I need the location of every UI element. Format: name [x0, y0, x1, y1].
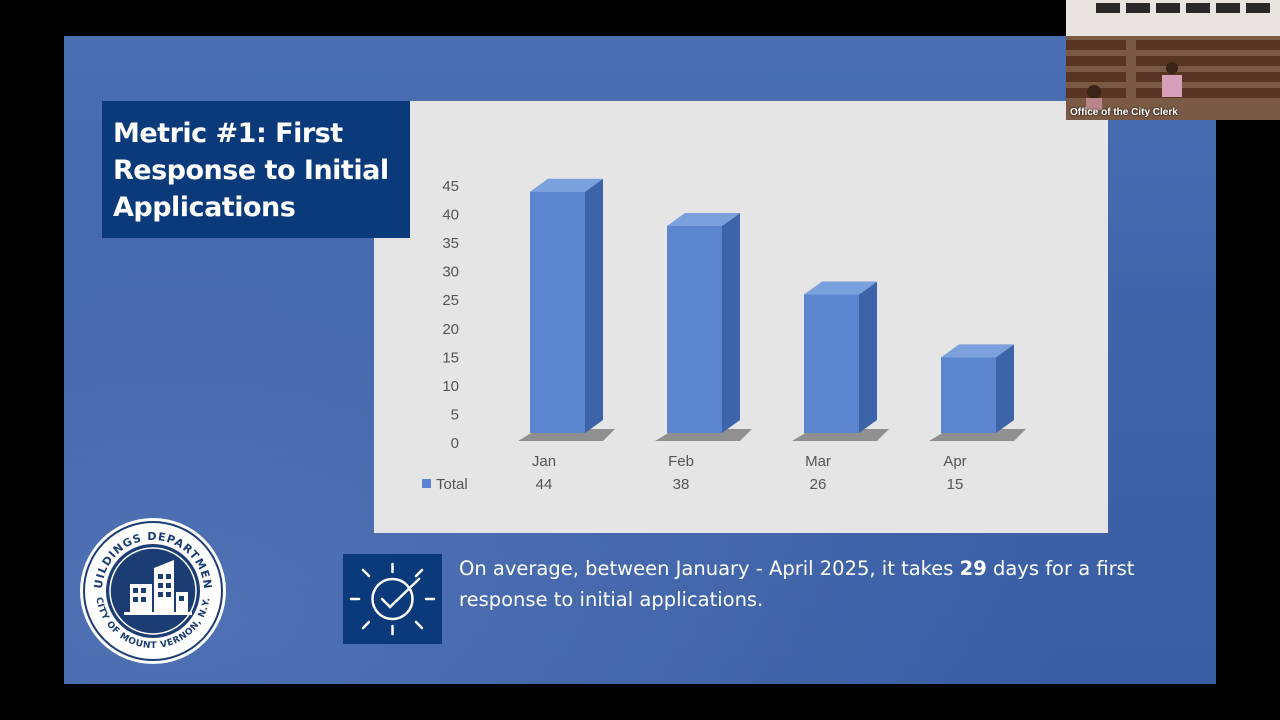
x-category-label: Apr — [943, 453, 966, 470]
bar-side — [585, 178, 603, 433]
y-tick-label: 45 — [442, 178, 459, 195]
chart-svg: 0 5 10 15 20 25 30 35 40 45 Jan 44 Feb 38 Mar 26 Apr 15 To… — [422, 178, 1026, 493]
legend-label: Total — [436, 476, 468, 493]
data-table-value: 26 — [810, 476, 827, 493]
y-tick-label: 10 — [442, 378, 459, 395]
buildings-department-seal: BUILDINGS DEPARTMENT CITY OF MOUNT VERNO… — [73, 506, 228, 666]
bar-top — [804, 281, 877, 295]
legend-swatch — [422, 479, 431, 488]
y-tick-label: 20 — [442, 321, 459, 338]
summary-text: On average, between January - April 2025… — [459, 553, 1179, 615]
participant-video-tile[interactable]: Office of the City Clerk — [1066, 0, 1280, 120]
video-caption: Office of the City Clerk — [1070, 107, 1178, 118]
bar-top — [667, 212, 740, 226]
data-table-value: 44 — [536, 476, 553, 493]
bar-feb — [667, 225, 722, 433]
video-frame — [1066, 0, 1280, 120]
bar-jan — [530, 191, 585, 433]
y-tick-label: 30 — [442, 264, 459, 281]
bar-chart: 0 5 10 15 20 25 30 35 40 45 Jan 44 Feb 38 Mar 26 Apr 15 To… — [374, 101, 1108, 533]
data-table-value: 38 — [673, 476, 690, 493]
y-tick-label: 5 — [451, 406, 459, 423]
x-category-label: Feb — [668, 453, 694, 470]
y-tick-label: 0 — [451, 435, 459, 452]
bar-apr — [941, 357, 996, 433]
y-tick-label: 35 — [442, 235, 459, 252]
bar-top — [941, 344, 1014, 358]
summary-prefix: On average, between January - April 2025… — [459, 557, 960, 580]
bar-side — [859, 281, 877, 433]
summary-days: 29 — [959, 557, 987, 580]
presentation-slide: Metric #1: First Response to Initial App… — [64, 36, 1216, 684]
slide-title: Metric #1: First Response to Initial App… — [102, 101, 410, 238]
x-category-label: Mar — [805, 453, 831, 470]
y-tick-label: 40 — [442, 207, 459, 224]
x-category-label: Jan — [532, 453, 556, 470]
bar-mar — [804, 294, 859, 433]
y-tick-label: 15 — [442, 349, 459, 366]
checkmark-badge-icon — [343, 554, 442, 644]
summary-suffix: days for a first response to initial app… — [459, 557, 1135, 611]
y-tick-label: 25 — [442, 292, 459, 309]
bar-side — [996, 344, 1014, 433]
bar-top — [530, 178, 603, 192]
data-table-value: 15 — [947, 476, 964, 493]
bar-side — [722, 212, 740, 433]
zoom-watermark: zoom — [1156, 676, 1216, 684]
